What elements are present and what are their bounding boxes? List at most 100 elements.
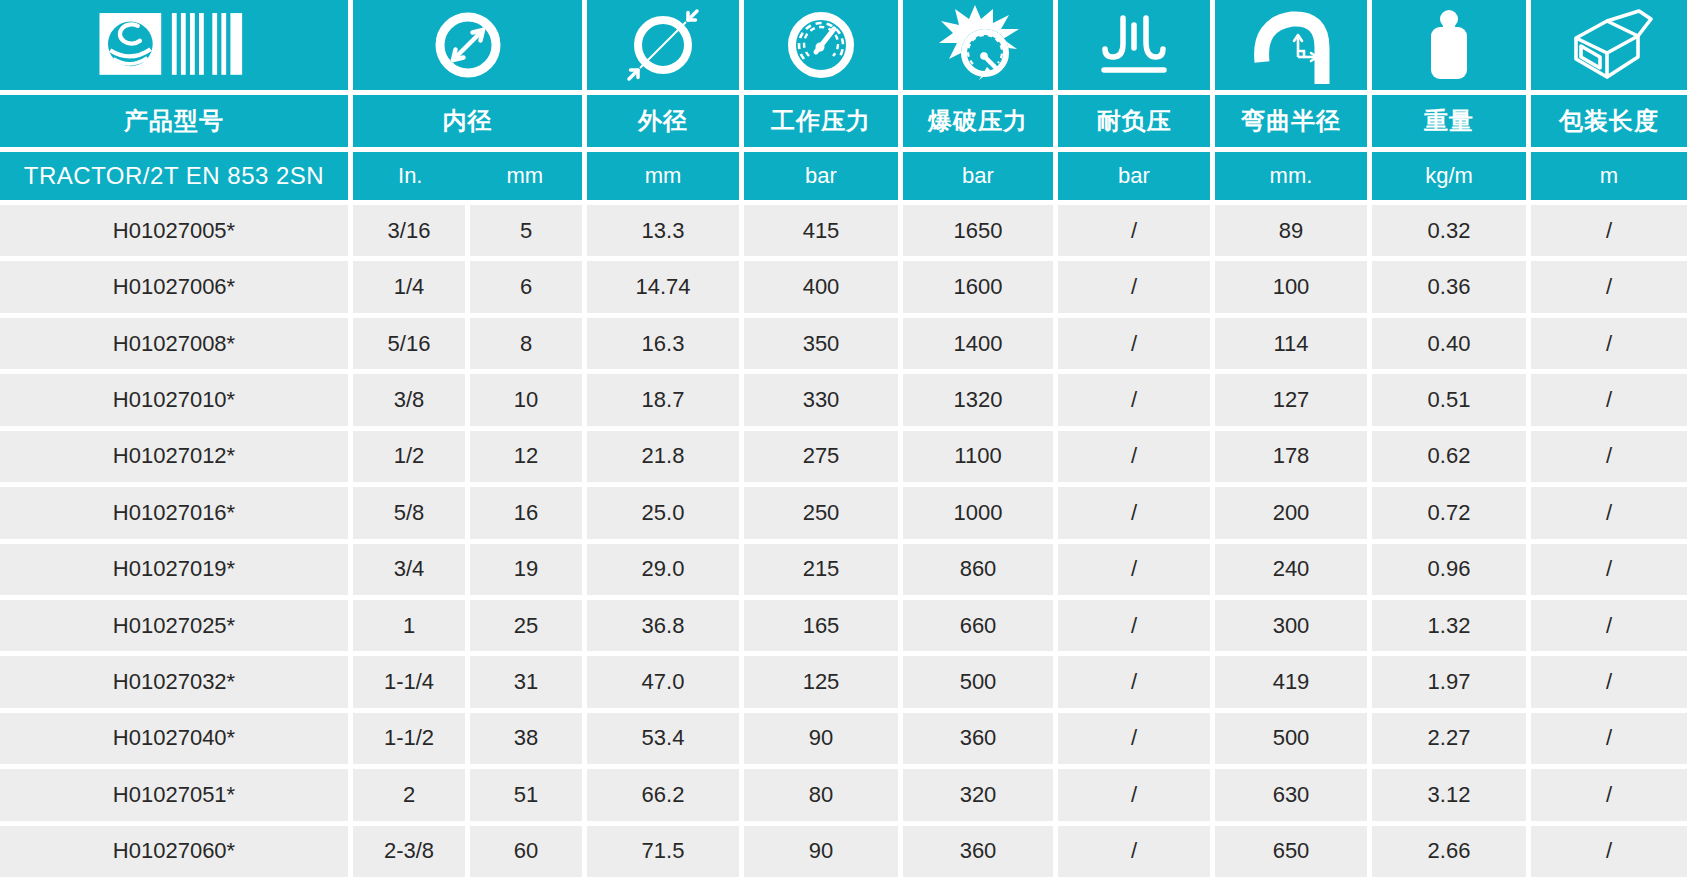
cell-bend-radius: 127	[1215, 374, 1367, 425]
col-header-bend-radius: 弯曲半径	[1215, 95, 1367, 147]
cell-package-length: /	[1531, 769, 1687, 820]
cell-id-inch: 1/2	[353, 431, 465, 482]
unit-outer-diameter: mm	[587, 152, 739, 200]
col-header-burst-pressure: 爆破压力	[903, 95, 1053, 147]
col-header-vacuum: 耐负压	[1058, 95, 1210, 147]
cell-package-length: /	[1531, 261, 1687, 312]
col-header-inner-diameter: 内径	[353, 95, 582, 147]
cell-working-pressure: 400	[744, 261, 898, 312]
cell-bend-radius: 200	[1215, 487, 1367, 538]
cell-package-length: /	[1531, 656, 1687, 707]
cell-working-pressure: 215	[744, 544, 898, 595]
vacuum-resistance-svg	[1099, 12, 1169, 78]
cell-bend-radius: 500	[1215, 713, 1367, 764]
cell-vacuum: /	[1058, 205, 1210, 256]
cell-burst-pressure: 1000	[903, 487, 1053, 538]
cell-od-mm: 53.4	[587, 713, 739, 764]
logo-barcode-svg	[93, 12, 255, 78]
bend-radius-svg	[1245, 4, 1337, 86]
unit-bend-radius: mm.	[1215, 152, 1367, 200]
cell-weight: 0.96	[1372, 544, 1526, 595]
product-series-name: TRACTOR/2T EN 853 2SN	[0, 152, 348, 200]
cell-product-model: H01027060*	[0, 826, 348, 877]
cell-id-inch: 1-1/2	[353, 713, 465, 764]
cell-burst-pressure: 1320	[903, 374, 1053, 425]
cell-id-mm: 38	[470, 713, 582, 764]
outer-diameter-icon	[587, 0, 739, 90]
cell-working-pressure: 90	[744, 826, 898, 877]
cell-weight: 0.62	[1372, 431, 1526, 482]
hose-spec-table: 产品型号 内径 外径 工作压力 爆破压力 耐负压 弯曲半径 重量 包装长度 TR…	[0, 0, 1687, 877]
weight-icon	[1372, 0, 1526, 90]
burst-pressure-svg	[935, 5, 1021, 85]
cell-bend-radius: 630	[1215, 769, 1367, 820]
cell-bend-radius: 89	[1215, 205, 1367, 256]
package-length-svg	[1563, 5, 1655, 85]
cell-product-model: H01027012*	[0, 431, 348, 482]
col-header-outer-diameter: 外径	[587, 95, 739, 147]
cell-package-length: /	[1531, 205, 1687, 256]
unit-inch: In.	[353, 163, 468, 189]
cell-id-inch: 5/16	[353, 318, 465, 369]
cell-weight: 0.40	[1372, 318, 1526, 369]
cell-id-inch: 1	[353, 600, 465, 651]
cell-id-mm: 51	[470, 769, 582, 820]
cell-weight: 2.66	[1372, 826, 1526, 877]
cell-bend-radius: 240	[1215, 544, 1367, 595]
unit-package-length: m	[1531, 152, 1687, 200]
cell-id-inch: 1/4	[353, 261, 465, 312]
cell-od-mm: 36.8	[587, 600, 739, 651]
cell-product-model: H01027008*	[0, 318, 348, 369]
cell-od-mm: 16.3	[587, 318, 739, 369]
cell-working-pressure: 90	[744, 713, 898, 764]
cell-package-length: /	[1531, 374, 1687, 425]
cell-working-pressure: 80	[744, 769, 898, 820]
cell-id-inch: 1-1/4	[353, 656, 465, 707]
unit-mm: mm	[468, 163, 583, 189]
cell-od-mm: 71.5	[587, 826, 739, 877]
cell-id-inch: 3/16	[353, 205, 465, 256]
vacuum-resistance-icon	[1058, 0, 1210, 90]
cell-vacuum: /	[1058, 431, 1210, 482]
cell-vacuum: /	[1058, 826, 1210, 877]
cell-weight: 2.27	[1372, 713, 1526, 764]
burst-pressure-icon	[903, 0, 1053, 90]
cell-od-mm: 14.74	[587, 261, 739, 312]
weight-icon-svg	[1414, 7, 1484, 83]
cell-product-model: H01027025*	[0, 600, 348, 651]
cell-weight: 1.97	[1372, 656, 1526, 707]
col-header-package-length: 包装长度	[1531, 95, 1687, 147]
cell-id-mm: 6	[470, 261, 582, 312]
cell-package-length: /	[1531, 713, 1687, 764]
cell-package-length: /	[1531, 318, 1687, 369]
cell-working-pressure: 165	[744, 600, 898, 651]
cell-vacuum: /	[1058, 769, 1210, 820]
cell-working-pressure: 125	[744, 656, 898, 707]
cell-working-pressure: 415	[744, 205, 898, 256]
cell-package-length: /	[1531, 600, 1687, 651]
bend-radius-icon	[1215, 0, 1367, 90]
cell-working-pressure: 275	[744, 431, 898, 482]
cell-burst-pressure: 360	[903, 713, 1053, 764]
cell-od-mm: 13.3	[587, 205, 739, 256]
cell-weight: 0.36	[1372, 261, 1526, 312]
cell-burst-pressure: 860	[903, 544, 1053, 595]
cell-id-mm: 25	[470, 600, 582, 651]
cell-product-model: H01027005*	[0, 205, 348, 256]
cell-bend-radius: 100	[1215, 261, 1367, 312]
cell-product-model: H01027010*	[0, 374, 348, 425]
cell-id-mm: 5	[470, 205, 582, 256]
cell-weight: 0.32	[1372, 205, 1526, 256]
cell-working-pressure: 350	[744, 318, 898, 369]
cell-id-mm: 31	[470, 656, 582, 707]
cell-product-model: H01027019*	[0, 544, 348, 595]
cell-burst-pressure: 1400	[903, 318, 1053, 369]
cell-burst-pressure: 1650	[903, 205, 1053, 256]
cell-weight: 3.12	[1372, 769, 1526, 820]
cell-working-pressure: 250	[744, 487, 898, 538]
cell-id-mm: 60	[470, 826, 582, 877]
cell-id-inch: 3/8	[353, 374, 465, 425]
pressure-gauge-icon	[744, 0, 898, 90]
cell-od-mm: 47.0	[587, 656, 739, 707]
cell-id-mm: 16	[470, 487, 582, 538]
